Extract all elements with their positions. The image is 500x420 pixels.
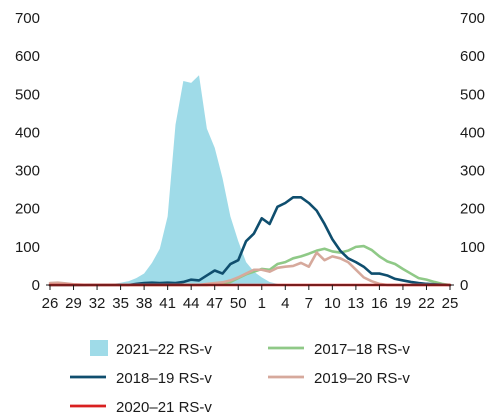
x-tick-label: 4 bbox=[281, 295, 289, 312]
y-tick-label-right: 200 bbox=[460, 201, 485, 218]
plot-area bbox=[48, 75, 452, 287]
y-tick-label-left: 0 bbox=[32, 277, 40, 294]
x-tick-label: 25 bbox=[442, 295, 459, 312]
y-tick-label-right: 300 bbox=[460, 163, 485, 180]
axes: 0 0 100 100 200 200 300 300 400 400 500 500 600 600 70… bbox=[15, 10, 485, 312]
series-area-0 bbox=[50, 75, 450, 286]
y-tick-label-right: 600 bbox=[460, 48, 485, 65]
legend-label: 2020–21 RS-v bbox=[116, 399, 212, 416]
x-tick-label: 35 bbox=[112, 295, 129, 312]
y-tick-label-left: 700 bbox=[15, 10, 40, 27]
y-tick-label-left: 100 bbox=[15, 239, 40, 256]
legend-item: 2018–19 RS-v bbox=[70, 370, 212, 387]
legend-item: 2017–18 RS-v bbox=[268, 341, 410, 358]
legend-label: 2018–19 RS-v bbox=[116, 370, 212, 387]
y-tick-label-right: 100 bbox=[460, 239, 485, 256]
y-tick-label-right: 400 bbox=[460, 124, 485, 141]
x-tick-label: 38 bbox=[136, 295, 153, 312]
x-tick-label: 13 bbox=[348, 295, 365, 312]
x-tick-label: 22 bbox=[418, 295, 435, 312]
x-tick-label: 19 bbox=[395, 295, 412, 312]
legend-label: 2017–18 RS-v bbox=[314, 341, 410, 358]
legend-item: 2019–20 RS-v bbox=[268, 370, 410, 387]
x-tick-label: 1 bbox=[258, 295, 266, 312]
x-tick-label: 32 bbox=[89, 295, 106, 312]
legend: 2021–22 RS-v 2017–18 RS-v 2018–19 RS-v 2019… bbox=[70, 340, 410, 416]
x-tick-label: 16 bbox=[371, 295, 388, 312]
y-tick-label-left: 600 bbox=[15, 48, 40, 65]
x-tick-label: 26 bbox=[42, 295, 59, 312]
legend-item: 2021–22 RS-v bbox=[90, 340, 212, 358]
y-tick-label-left: 200 bbox=[15, 201, 40, 218]
legend-label: 2019–20 RS-v bbox=[314, 370, 410, 387]
legend-label: 2021–22 RS-v bbox=[116, 341, 212, 358]
x-tick-label: 47 bbox=[206, 295, 223, 312]
y-tick-label-left: 300 bbox=[15, 163, 40, 180]
y-tick-label-right: 500 bbox=[460, 86, 485, 103]
legend-swatch bbox=[90, 340, 108, 356]
x-tick-label: 29 bbox=[65, 295, 82, 312]
legend-item: 2020–21 RS-v bbox=[70, 399, 212, 416]
x-tick-label: 41 bbox=[159, 295, 176, 312]
y-tick-label-left: 400 bbox=[15, 124, 40, 141]
y-tick-label-right: 0 bbox=[460, 277, 468, 294]
y-tick-label-left: 500 bbox=[15, 86, 40, 103]
x-tick-label: 7 bbox=[305, 295, 313, 312]
x-tick-label: 44 bbox=[183, 295, 200, 312]
y-tick-label-right: 700 bbox=[460, 10, 485, 27]
x-tick-label: 50 bbox=[230, 295, 247, 312]
x-tick-label: 10 bbox=[324, 295, 341, 312]
